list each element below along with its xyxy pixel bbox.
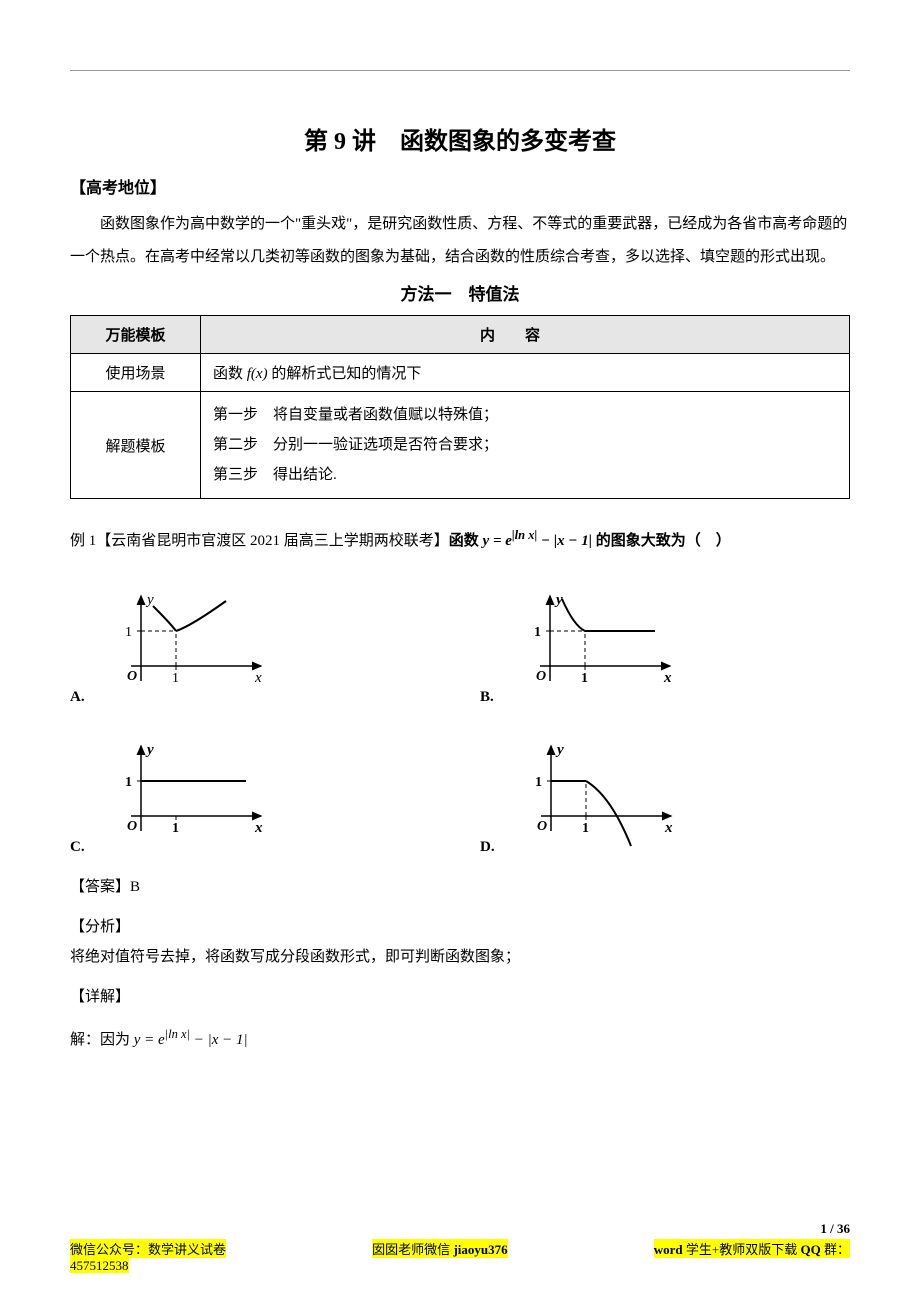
table-row2-content: 第一步 将自变量或者函数值赋以特殊值； 第二步 分别一一验证选项是否符合要求； … — [201, 392, 850, 499]
example-source: 【云南省昆明市官渡区 2021 届高三上学期两校联考】 — [96, 533, 449, 549]
footer-qq: 457512538 — [70, 1258, 129, 1273]
page-number: 1 / 36 — [70, 1221, 850, 1237]
svg-text:1: 1 — [534, 625, 541, 640]
row1-prefix: 函数 — [213, 366, 247, 382]
page-footer: 1 / 36 微信公众号：数学讲义试卷 囡囡老师微信 jiaoyu376 wor… — [70, 1221, 850, 1274]
option-d: D. O 1 1 x y — [480, 726, 850, 856]
option-b-label: B. — [480, 689, 494, 706]
analysis-heading: 【分析】 — [70, 912, 850, 942]
svg-text:O: O — [536, 669, 546, 684]
svg-text:1: 1 — [125, 625, 132, 640]
example-label: 例 1 — [70, 533, 96, 549]
table-row1-content: 函数 f(x) 的解析式已知的情况下 — [201, 354, 850, 392]
solution-block: 解：因为 y = e|ln x| − |x − 1| — [70, 1022, 850, 1055]
option-b: B. O11xy — [480, 576, 850, 706]
table-row1-label: 使用场景 — [71, 354, 201, 392]
section-heading-1: 【高考地位】 — [70, 174, 850, 198]
top-rule — [70, 70, 850, 71]
graph-c: O 1 1 x y — [91, 726, 271, 856]
solution-prefix: 解：因为 — [70, 1032, 134, 1048]
table-header-left: 万能模板 — [71, 316, 201, 354]
option-a: A. O 1 1 x y — [70, 576, 440, 706]
option-c: C. O 1 1 x y — [70, 726, 440, 856]
answer-block: 【答案】B — [70, 872, 850, 902]
graph-d: O 1 1 x y — [501, 726, 681, 856]
svg-text:x: x — [664, 820, 673, 836]
table-header-right: 内容 — [201, 316, 850, 354]
svg-text:x: x — [254, 820, 263, 836]
example-math: y = e|ln x| − |x − 1| — [483, 533, 592, 549]
svg-text:O: O — [127, 819, 137, 834]
footer-center: 囡囡老师微信 jiaoyu376 — [372, 1239, 507, 1258]
option-c-label: C. — [70, 839, 85, 856]
step1-label: 第一步 — [213, 407, 258, 423]
svg-text:1: 1 — [172, 821, 179, 836]
example-prefix: 函数 — [449, 533, 483, 549]
svg-text:1: 1 — [582, 821, 589, 836]
footer-right: word 学生+教师双版下载 QQ 群： — [654, 1239, 850, 1258]
footer-left: 微信公众号：数学讲义试卷 — [70, 1239, 226, 1258]
row1-math: f(x) — [247, 366, 268, 382]
svg-text:y: y — [145, 742, 154, 758]
detail-block: 【详解】 — [70, 982, 850, 1012]
step3-text: 得出结论. — [273, 467, 337, 483]
graph-a: O 1 1 x y — [91, 576, 271, 706]
svg-text:O: O — [537, 819, 547, 834]
options-grid: A. O 1 1 x y B. O 1 1 x y C. O 1 1 x y D. O 1 1 x y — [70, 576, 850, 856]
method-heading: 方法一 特值法 — [70, 280, 850, 305]
answer-heading: 【答案】 — [70, 879, 130, 895]
section-para-1: 函数图象作为高中数学的一个"重头戏"，是研究函数性质、方程、不等式的重要武器，已… — [70, 208, 850, 274]
row1-suffix: 的解析式已知的情况下 — [268, 366, 422, 382]
svg-text:y: y — [555, 742, 564, 758]
step2-label: 第二步 — [213, 437, 258, 453]
analysis-text: 将绝对值符号去掉，将函数写成分段函数形式，即可判断函数图象； — [70, 942, 850, 972]
svg-text:1: 1 — [581, 671, 588, 686]
svg-text:1: 1 — [125, 775, 132, 790]
svg-text:x: x — [663, 670, 672, 686]
option-a-label: A. — [70, 689, 85, 706]
option-d-label: D. — [480, 839, 495, 856]
graph-b: O11xy — [500, 576, 680, 706]
example-suffix: 的图象大致为（ ） — [592, 533, 731, 549]
answer-value: B — [130, 879, 140, 895]
svg-text:1: 1 — [535, 775, 542, 790]
solution-math: y = e|ln x| − |x − 1| — [134, 1032, 248, 1048]
analysis-block: 【分析】 将绝对值符号去掉，将函数写成分段函数形式，即可判断函数图象； — [70, 912, 850, 972]
svg-text:1: 1 — [172, 671, 179, 686]
svg-text:y: y — [145, 592, 154, 608]
detail-heading: 【详解】 — [70, 989, 130, 1005]
example-1: 例 1【云南省昆明市官渡区 2021 届高三上学期两校联考】函数 y = e|l… — [70, 523, 850, 556]
table-row2-label: 解题模板 — [71, 392, 201, 499]
step2-text: 分别一一验证选项是否符合要求； — [273, 437, 498, 453]
svg-text:O: O — [127, 669, 137, 684]
step1-text: 将自变量或者函数值赋以特殊值； — [273, 407, 498, 423]
page-title: 第 9 讲 函数图象的多变考查 — [70, 121, 850, 156]
step3-label: 第三步 — [213, 467, 258, 483]
svg-text:x: x — [254, 670, 262, 686]
template-table: 万能模板 内容 使用场景 函数 f(x) 的解析式已知的情况下 解题模板 第一步… — [70, 315, 850, 499]
